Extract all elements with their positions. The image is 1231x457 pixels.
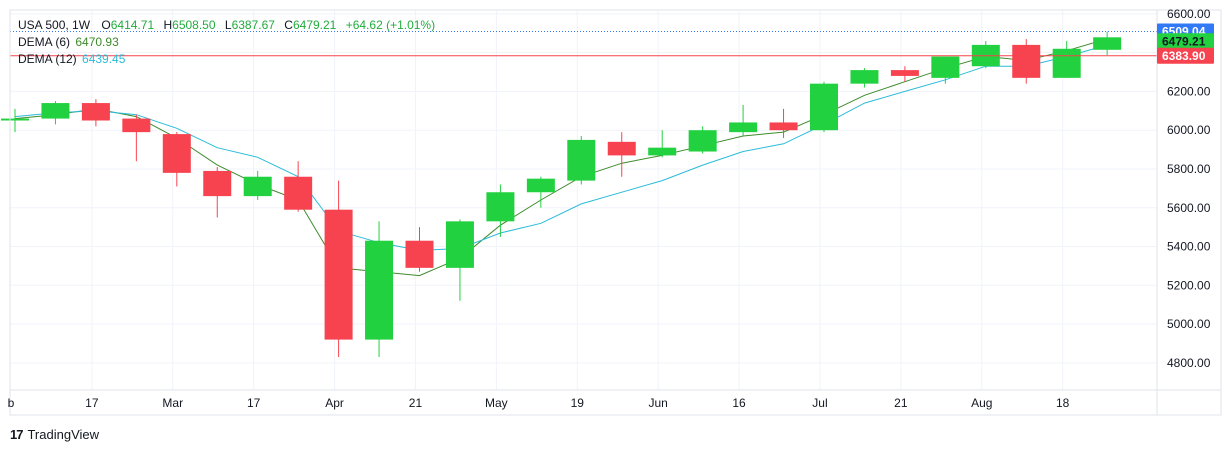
close-price-badge: [1157, 33, 1214, 50]
time-tick-label: Jul: [812, 396, 827, 410]
candle-up: [1052, 48, 1081, 78]
candle-up: [1093, 37, 1122, 50]
candle-down: [284, 176, 313, 210]
tradingview-brand[interactable]: 17 TradingView: [10, 427, 99, 442]
time-tick-label: Apr: [325, 396, 344, 410]
candle-up: [688, 130, 717, 152]
time-tick-label: 19: [571, 396, 585, 410]
price-tick-label: 5000.00: [1167, 317, 1211, 331]
candle-down: [769, 122, 798, 131]
price-tick-label: 6600.00: [1167, 7, 1211, 21]
high-value: 6508.50: [172, 18, 216, 32]
dema6-value: 6470.93: [75, 35, 119, 49]
low-value: 6387.67: [231, 18, 275, 32]
price-tick-label: 5400.00: [1167, 240, 1211, 254]
chart-frame: [9, 9, 1222, 416]
candle-up: [365, 240, 394, 340]
low-label: L: [224, 18, 232, 32]
close-label: C: [284, 18, 293, 32]
time-tick-label: 21: [894, 396, 908, 410]
candle-down: [203, 170, 232, 197]
time-tick-label: b: [8, 396, 15, 410]
price-tick-label: 5600.00: [1167, 201, 1211, 215]
candle-up: [810, 83, 838, 131]
time-tick-label: Mar: [162, 396, 183, 410]
brand-name: TradingView: [27, 427, 100, 442]
candle-up: [567, 139, 596, 181]
axes: 6600.006400.006200.006000.005800.005600.…: [8, 7, 1222, 416]
time-tick-label: 17: [85, 396, 99, 410]
close-price-badge-text: 6479.21: [1162, 34, 1206, 48]
dema6-line: [14, 38, 1108, 277]
time-tick-label: Aug: [971, 396, 992, 410]
candle-up: [931, 56, 960, 78]
price-lines: [10, 31, 1157, 57]
price-tick-label: 6200.00: [1167, 84, 1211, 98]
change-value: +64.62 (+1.01%): [345, 18, 436, 32]
candle-up: [486, 192, 515, 222]
chart-legend: USA 500, 1W O6414.71 H6508.50 L6387.67 C…: [18, 17, 435, 68]
time-tick-label: May: [485, 396, 508, 410]
price-tick-label: 5800.00: [1167, 162, 1211, 176]
tradingview-logo-icon: 17: [10, 427, 24, 442]
time-tick-label: 17: [247, 396, 261, 410]
candles: [1, 31, 1122, 358]
candle-up: [41, 103, 70, 119]
candle-up: [445, 221, 474, 268]
open-value: 6414.71: [110, 18, 155, 32]
open-label: O: [101, 18, 111, 32]
dema6-label: DEMA (6): [18, 35, 71, 49]
candle-up: [243, 176, 272, 197]
dema12-row[interactable]: DEMA (12) 6439.45: [18, 51, 435, 68]
price-tick-label: 4800.00: [1167, 356, 1211, 370]
price-line-badge-text: 6383.90: [1162, 49, 1206, 63]
price-tick-label: 6000.00: [1167, 123, 1211, 137]
time-tick-label: 21: [409, 396, 423, 410]
candle-down: [607, 141, 636, 156]
candle-up: [850, 70, 879, 84]
time-tick-label: 18: [1056, 396, 1070, 410]
price-line-badge: [1157, 47, 1214, 64]
dema12-line: [14, 44, 1108, 251]
dema6-row[interactable]: DEMA (6) 6470.93: [18, 34, 435, 51]
dema12-value: 6439.45: [82, 52, 126, 66]
dema-series: [14, 38, 1108, 277]
ohlc-row: USA 500, 1W O6414.71 H6508.50 L6387.67 C…: [18, 17, 435, 34]
symbol-label: USA 500, 1W: [18, 18, 91, 32]
candle-down: [405, 240, 434, 268]
candle-up: [1, 118, 29, 121]
candle-up: [526, 178, 555, 193]
candle-down: [122, 118, 151, 133]
candle-down: [1012, 44, 1041, 78]
candle-down: [81, 103, 110, 121]
candle-down: [324, 209, 353, 340]
high-label: H: [163, 18, 173, 32]
candle-up: [648, 147, 677, 156]
close-value: 6479.21: [292, 18, 337, 32]
candle-down: [162, 134, 191, 173]
time-tick-label: Jun: [648, 396, 667, 410]
dema12-label: DEMA (12): [18, 52, 77, 66]
time-tick-label: 16: [732, 396, 746, 410]
candle-up: [729, 122, 758, 133]
candle-down: [890, 70, 919, 76]
price-tick-label: 5200.00: [1167, 278, 1211, 292]
